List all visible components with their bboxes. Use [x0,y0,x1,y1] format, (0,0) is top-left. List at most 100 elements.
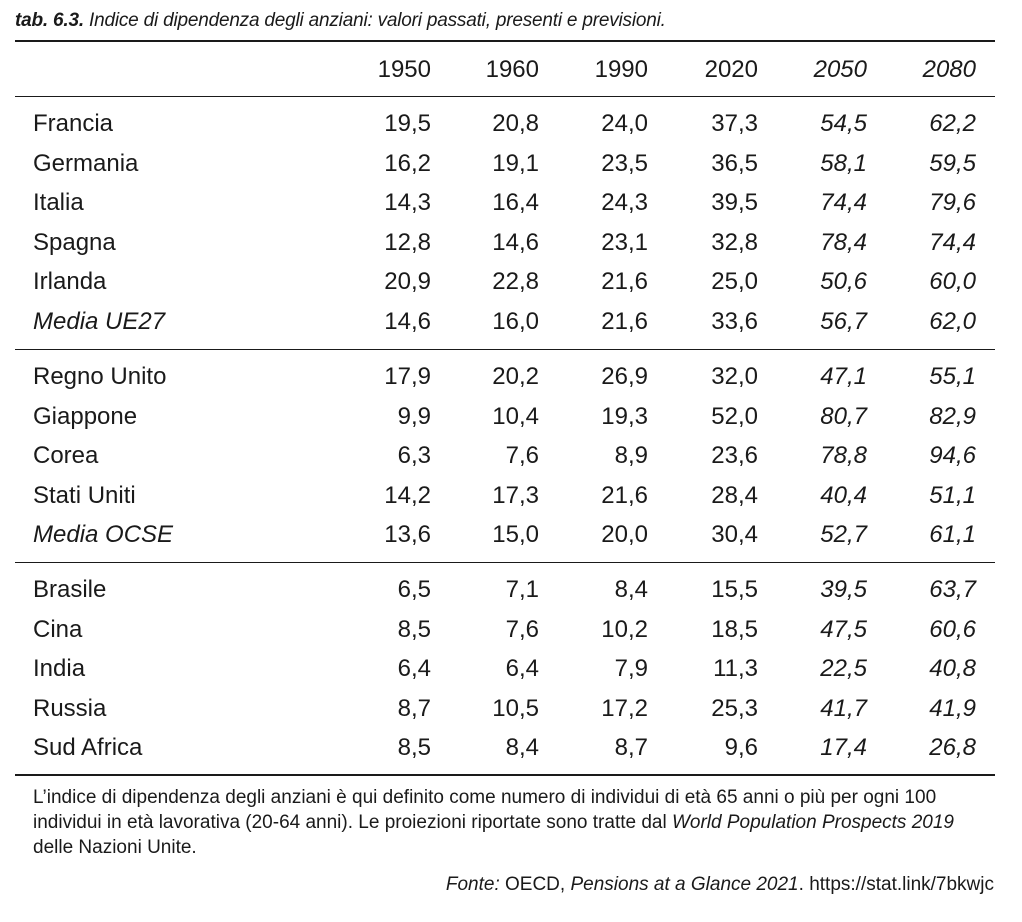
table-cell: 8,9 [614,442,648,470]
row-label: Spagna [33,228,116,256]
table-cell: 82,9 [929,402,976,430]
table-cell: 14,6 [384,308,431,335]
table-cell: 58,1 [820,149,867,177]
table-row: Corea 6,3 7,6 8,9 23,6 78,8 94,6 [0,442,1022,472]
row-label: Italia [33,189,84,217]
table-cell: 25,0 [711,268,758,296]
table-row: Francia 19,5 20,8 24,0 37,3 54,5 62,2 [0,110,1022,140]
table-cell: 32,0 [711,363,758,390]
table-cell: 12,8 [384,228,431,256]
table-cell: 19,3 [601,402,648,430]
table-cell: 78,4 [820,228,867,256]
table-row: India 6,4 6,4 7,9 11,3 22,5 40,8 [0,655,1022,685]
table-cell: 39,5 [820,576,867,603]
table-cell: 30,4 [711,521,758,549]
table-row: Cina 8,5 7,6 10,2 18,5 47,5 60,6 [0,616,1022,646]
table-cell: 14,3 [384,189,431,217]
table-cell: 20,2 [492,363,539,390]
group-divider [15,562,995,563]
row-label: Cina [33,615,83,643]
table-cell: 8,7 [614,734,648,762]
source-org: OECD, [499,874,571,895]
column-header: 2020 [704,56,758,83]
row-label: Germania [33,149,139,177]
table-cell: 79,6 [929,189,976,217]
table-cell: 61,1 [929,521,976,549]
table-cell: 19,1 [492,149,539,177]
table-row: Russia 8,7 10,5 17,2 25,3 41,7 41,9 [0,695,1022,725]
bottom-rule [15,774,995,776]
table-cell: 40,8 [929,655,976,683]
table-cell: 18,5 [711,615,758,643]
table-cell: 63,7 [929,576,976,603]
table-cell: 10,4 [492,402,539,430]
table-cell: 16,2 [384,149,431,177]
table-cell: 7,6 [505,615,539,643]
table-cell: 24,0 [601,110,648,137]
table-cell: 28,4 [711,481,758,509]
table-cell: 10,5 [492,694,539,722]
table-cell: 20,9 [384,268,431,296]
table-cell: 7,1 [505,576,539,603]
table-cell: 60,0 [929,268,976,296]
table-cell: 8,4 [505,734,539,762]
table-cell: 78,8 [820,442,867,470]
table-cell: 37,3 [711,110,758,137]
column-header: 1960 [485,56,539,83]
source-link: . https://stat.link/7bkwjc [798,874,994,895]
table-cell: 22,5 [820,655,867,683]
note-text: L’indice di dipendenza degli anziani è q… [33,787,937,833]
table-row: Brasile 6,5 7,1 8,4 15,5 39,5 63,7 [0,576,1022,606]
table-row: Italia 14,3 16,4 24,3 39,5 74,4 79,6 [0,189,1022,219]
table-cell: 6,4 [397,655,431,683]
table-cell: 25,3 [711,694,758,722]
table-cell: 6,5 [397,576,431,603]
table-row: Sud Africa 8,5 8,4 8,7 9,6 17,4 26,8 [0,734,1022,764]
table-cell: 74,4 [929,228,976,256]
table-row: Stati Uniti 14,2 17,3 21,6 28,4 40,4 51,1 [0,482,1022,512]
row-label: Corea [33,442,99,470]
table-row: Irlanda 20,9 22,8 21,6 25,0 50,6 60,0 [0,268,1022,298]
row-label: Sud Africa [33,734,143,762]
table-cell: 47,5 [820,615,867,643]
table-cell: 39,5 [711,189,758,217]
table-cell: 54,5 [820,110,867,137]
table-cell: 8,5 [397,734,431,762]
row-label: Brasile [33,576,107,603]
table-cell: 23,1 [601,228,648,256]
table-cell: 17,9 [384,363,431,390]
table-cell: 60,6 [929,615,976,643]
table-cell: 80,7 [820,402,867,430]
table-cell: 10,2 [601,615,648,643]
source-publication: Pensions at a Glance 2021 [570,874,799,895]
table-cell: 17,3 [492,481,539,509]
table-cell: 7,6 [505,442,539,470]
column-header: 1950 [377,56,431,83]
table-cell: 62,2 [929,110,976,137]
row-label: Russia [33,694,107,722]
row-label: Stati Uniti [33,481,136,509]
table-cell: 26,8 [929,734,976,762]
table-cell: 8,7 [397,694,431,722]
table-number: tab. 6.3. [15,10,84,31]
row-label: Irlanda [33,268,107,296]
table-cell: 8,4 [614,576,648,603]
note-text-end: delle Nazioni Unite. [33,837,197,858]
table-cell: 41,7 [820,694,867,722]
table-cell: 56,7 [820,308,867,335]
table-cell: 8,5 [397,615,431,643]
table-cell: 50,6 [820,268,867,296]
source-label: Fonte: [445,874,500,895]
table-cell: 74,4 [820,189,867,217]
table-cell: 6,4 [505,655,539,683]
table-cell: 23,5 [601,149,648,177]
table-cell: 55,1 [929,363,976,390]
table-cell: 40,4 [820,481,867,509]
table-cell: 13,6 [384,521,431,549]
table-cell: 6,3 [397,442,431,470]
table-cell: 24,3 [601,189,648,217]
table-cell: 51,1 [929,481,976,509]
table-cell: 26,9 [601,363,648,390]
row-label: Giappone [33,402,138,430]
table-cell: 22,8 [492,268,539,296]
